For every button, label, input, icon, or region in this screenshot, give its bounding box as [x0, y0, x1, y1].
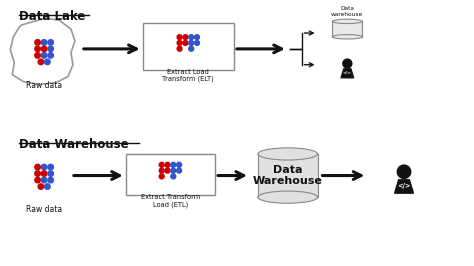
FancyBboxPatch shape: [143, 23, 234, 70]
Circle shape: [177, 162, 182, 167]
Circle shape: [165, 168, 170, 173]
Bar: [258, 154, 318, 197]
Ellipse shape: [258, 148, 318, 160]
Circle shape: [189, 35, 194, 40]
Circle shape: [48, 171, 54, 176]
Circle shape: [343, 59, 352, 68]
Circle shape: [35, 53, 40, 58]
Polygon shape: [395, 180, 413, 193]
Circle shape: [35, 40, 40, 45]
Circle shape: [38, 59, 44, 65]
Text: Data Lake: Data Lake: [19, 10, 86, 23]
Circle shape: [35, 164, 40, 170]
Ellipse shape: [332, 35, 362, 39]
Circle shape: [41, 177, 47, 183]
Circle shape: [35, 177, 40, 183]
Text: Raw data: Raw data: [26, 205, 62, 214]
Circle shape: [194, 40, 200, 45]
Circle shape: [177, 35, 182, 40]
FancyBboxPatch shape: [126, 154, 215, 195]
Text: Extract Transform
Load (ETL): Extract Transform Load (ETL): [141, 194, 200, 208]
Circle shape: [194, 35, 200, 40]
Circle shape: [45, 59, 50, 65]
Circle shape: [41, 171, 47, 176]
Circle shape: [41, 164, 47, 170]
Circle shape: [35, 171, 40, 176]
Circle shape: [48, 177, 54, 183]
Text: Data
Warehouse: Data Warehouse: [253, 165, 323, 186]
Text: Raw data: Raw data: [26, 81, 62, 90]
Circle shape: [35, 46, 40, 52]
Circle shape: [177, 46, 182, 51]
Circle shape: [171, 174, 176, 179]
Circle shape: [165, 162, 170, 167]
Circle shape: [189, 40, 194, 45]
Circle shape: [38, 184, 44, 189]
Polygon shape: [341, 69, 354, 78]
Text: </>: </>: [343, 71, 352, 75]
Circle shape: [177, 40, 182, 45]
Circle shape: [48, 164, 54, 170]
Circle shape: [41, 46, 47, 52]
Circle shape: [177, 168, 182, 173]
Circle shape: [183, 35, 188, 40]
Circle shape: [159, 168, 164, 173]
Circle shape: [397, 165, 411, 178]
Circle shape: [45, 184, 50, 189]
Text: Data Warehouse: Data Warehouse: [19, 138, 129, 151]
Circle shape: [189, 46, 194, 51]
Circle shape: [41, 53, 47, 58]
Ellipse shape: [332, 19, 362, 24]
Circle shape: [183, 40, 188, 45]
Circle shape: [159, 162, 164, 167]
Circle shape: [48, 46, 54, 52]
Circle shape: [171, 162, 176, 167]
Bar: [332, 21, 362, 37]
Circle shape: [171, 168, 176, 173]
Text: </>: </>: [397, 184, 410, 189]
Circle shape: [48, 53, 54, 58]
Circle shape: [159, 174, 164, 179]
Ellipse shape: [258, 191, 318, 203]
Text: Data
warehouse: Data warehouse: [331, 6, 364, 17]
Circle shape: [48, 40, 54, 45]
Text: Extract Load
Transform (ELT): Extract Load Transform (ELT): [163, 69, 214, 82]
Circle shape: [41, 40, 47, 45]
